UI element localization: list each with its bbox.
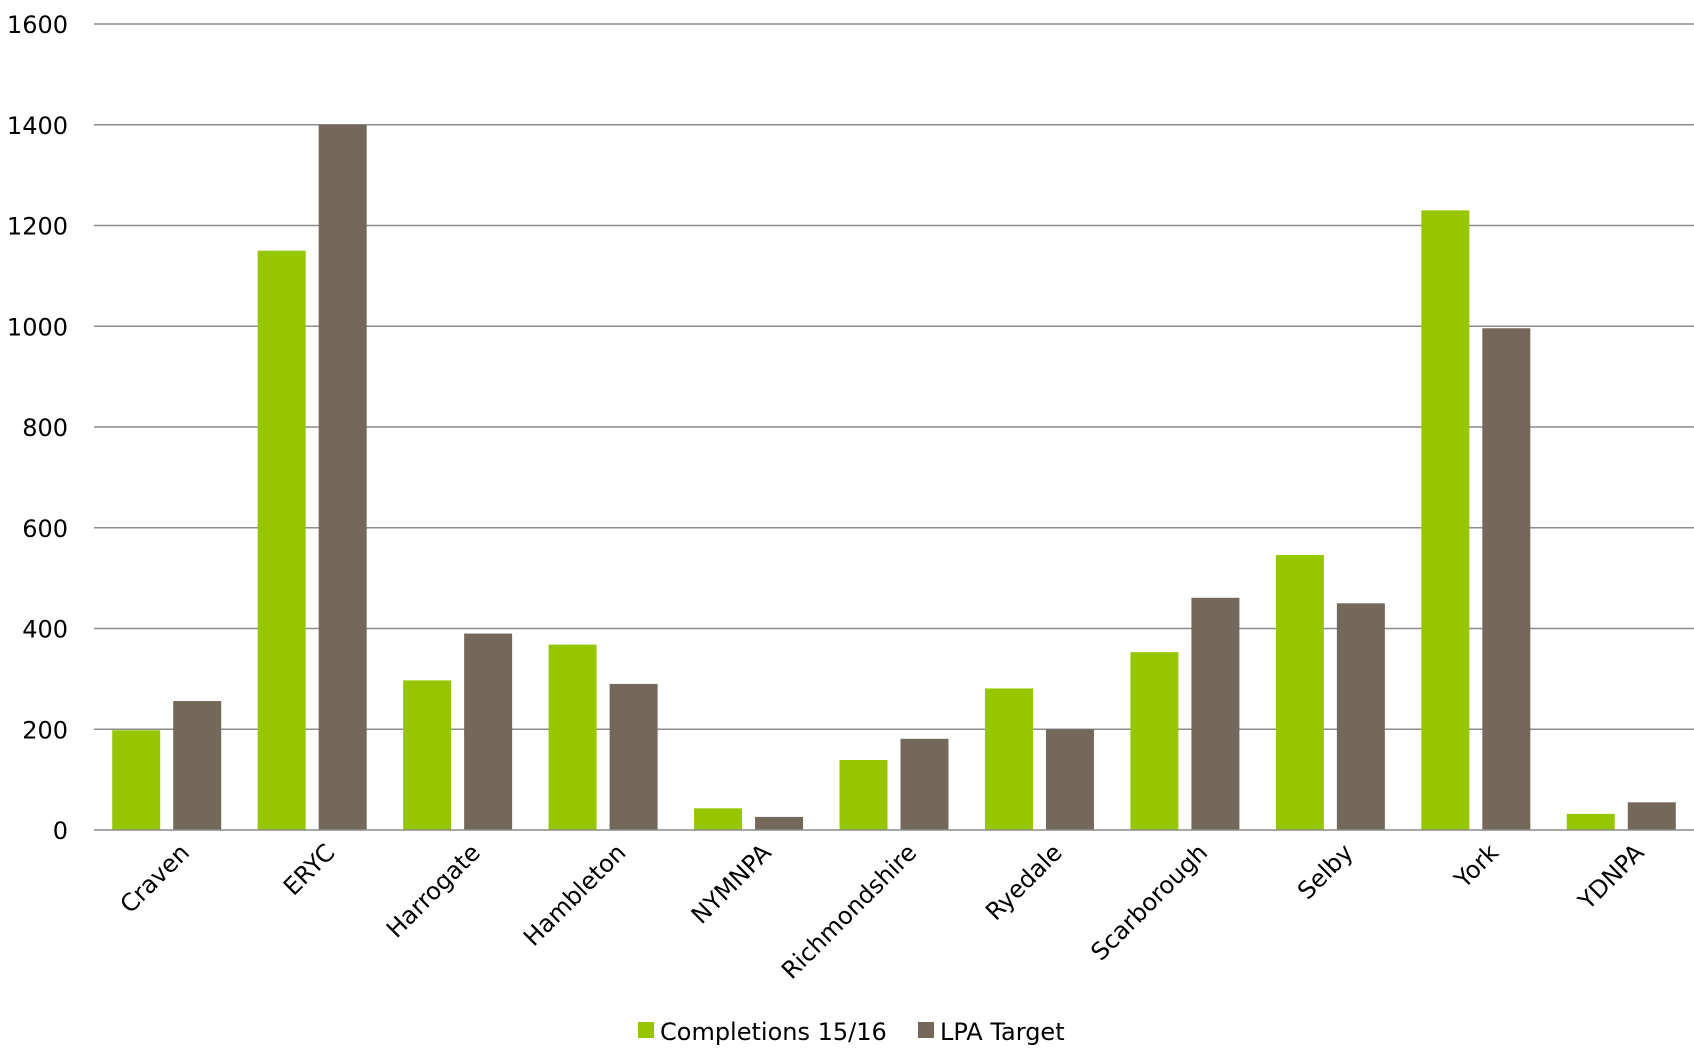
bar-completions-york — [1421, 210, 1470, 830]
bar-lpa-target-scarborough — [1191, 597, 1240, 830]
legend: Completions 15/16 LPA Target — [638, 1018, 1065, 1046]
bar-lpa-target-hambleton — [609, 683, 658, 830]
bar-lpa-target-harrogate — [464, 633, 513, 830]
bar-completions-ydnpa — [1566, 813, 1615, 830]
bar-lpa-target-richmondshire — [900, 738, 949, 830]
bars — [112, 124, 1676, 830]
y-tick-label: 200 — [22, 716, 68, 744]
bar-lpa-target-york — [1482, 328, 1531, 830]
bar-lpa-target-ydnpa — [1627, 802, 1676, 830]
y-tick-label: 400 — [22, 616, 68, 644]
bar-completions-selby — [1275, 554, 1324, 830]
bar-completions-richmondshire — [839, 759, 888, 830]
bar-lpa-target-ryedale — [1045, 729, 1094, 830]
bar-completions-hambleton — [548, 644, 597, 830]
legend-label: LPA Target — [940, 1018, 1065, 1046]
y-tick-label: 800 — [22, 414, 68, 442]
x-category-label: Richmondshire — [776, 838, 922, 984]
bar-completions-harrogate — [403, 680, 452, 830]
y-tick-label: 1400 — [7, 112, 68, 140]
bar-lpa-target-nymnpa — [755, 816, 804, 830]
bar-lpa-target-eryc — [318, 124, 367, 830]
legend-swatch — [638, 1022, 654, 1038]
bar-completions-scarborough — [1130, 652, 1179, 830]
bar-completions-ryedale — [984, 688, 1033, 830]
x-category-label: NYMNPA — [686, 838, 777, 929]
x-category-label: YDNPA — [1572, 838, 1650, 916]
bar-lpa-target-craven — [173, 701, 222, 830]
x-category-label: Scarborough — [1085, 838, 1213, 966]
x-category-label: Selby — [1292, 838, 1359, 905]
y-tick-label: 1000 — [7, 313, 68, 341]
bar-completions-nymnpa — [694, 808, 743, 830]
y-tick-label: 1600 — [7, 11, 68, 39]
x-category-label: Hambleton — [518, 838, 631, 951]
x-category-label: ERYC — [278, 838, 341, 901]
bar-completions-eryc — [257, 250, 306, 830]
x-category-label: Craven — [115, 838, 195, 918]
x-category-label: York — [1448, 838, 1504, 894]
legend-swatch — [918, 1022, 934, 1038]
bar-lpa-target-selby — [1336, 603, 1385, 830]
y-tick-label: 1200 — [7, 213, 68, 241]
x-category-label: Harrogate — [381, 838, 486, 943]
x-category-label: Ryedale — [980, 838, 1067, 925]
y-tick-label: 600 — [22, 515, 68, 543]
x-axis-category-labels: Craven ERYC Harrogate Hambleton NYMNPA Richmo… — [115, 838, 1650, 985]
bar-completions-craven — [112, 730, 161, 830]
y-tick-label: 0 — [53, 817, 68, 845]
y-axis-tick-labels: 0 200 400 600 800 1000 1200 1400 1600 — [7, 11, 68, 845]
legend-label: Completions 15/16 — [660, 1018, 887, 1046]
